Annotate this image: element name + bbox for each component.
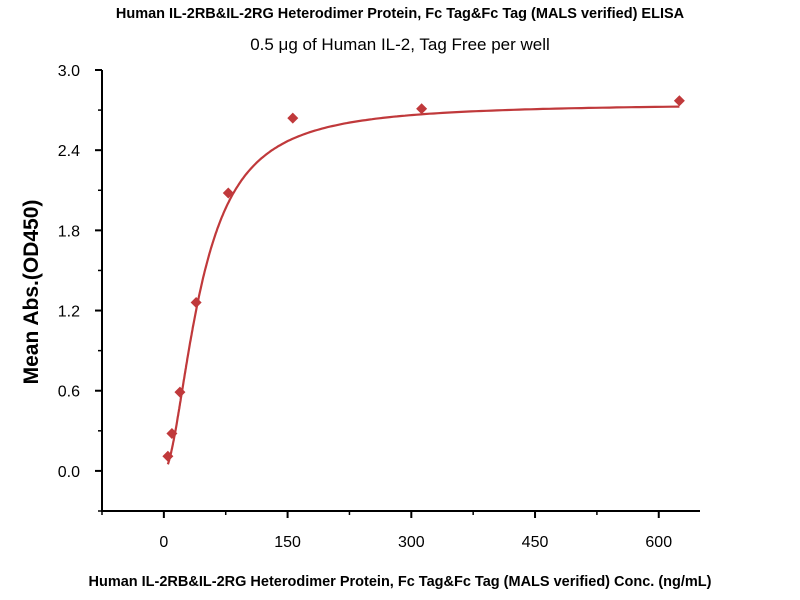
x-tick-label: 600 xyxy=(645,534,672,551)
data-point xyxy=(416,103,428,115)
x-tick-label: 150 xyxy=(274,534,301,551)
data-point xyxy=(287,112,299,124)
x-tick-label: 0 xyxy=(159,534,168,551)
x-tick-label: 450 xyxy=(522,534,549,551)
data-point xyxy=(174,386,186,398)
y-tick-label: 1.2 xyxy=(58,304,80,321)
chart-subtitle: 0.5 μg of Human IL-2, Tag Free per well xyxy=(250,35,550,54)
fit-curve xyxy=(166,105,680,465)
y-tick-label: 3.0 xyxy=(58,63,80,80)
x-axis-label: Human IL-2RB&IL-2RG Heterodimer Protein,… xyxy=(88,574,712,590)
data-point xyxy=(166,427,178,439)
y-tick-label: 1.8 xyxy=(58,223,80,240)
y-tick-label: 2.4 xyxy=(58,143,80,160)
data-point xyxy=(190,297,202,309)
data-point xyxy=(222,187,234,199)
y-tick-label: 0.0 xyxy=(58,464,80,481)
x-tick-label: 300 xyxy=(398,534,425,551)
data-point xyxy=(162,450,174,462)
y-axis-label: Mean Abs.(OD450) xyxy=(20,200,43,385)
y-tick-label: 0.6 xyxy=(58,384,80,401)
chart-title: Human IL-2RB&IL-2RG Heterodimer Protein,… xyxy=(115,6,685,22)
data-point xyxy=(673,95,685,107)
